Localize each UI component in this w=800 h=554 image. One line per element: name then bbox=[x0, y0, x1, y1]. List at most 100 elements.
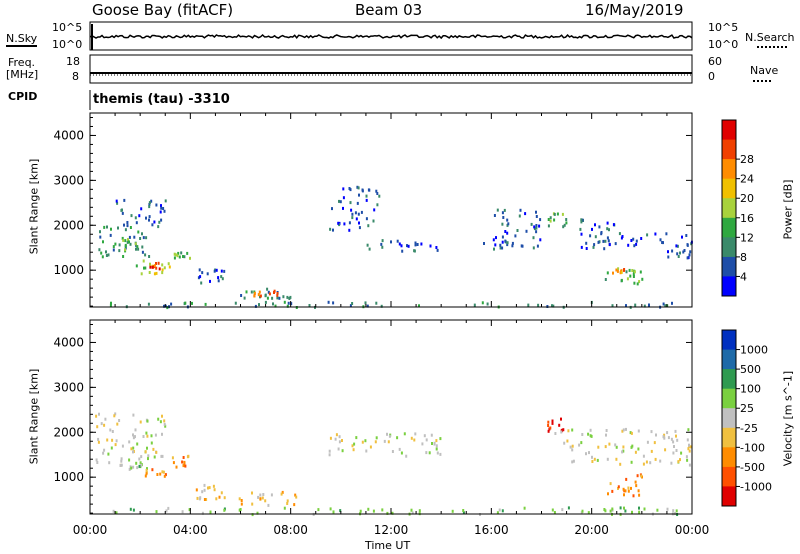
range-cell bbox=[626, 277, 629, 281]
range-cell bbox=[140, 272, 143, 276]
range-cell bbox=[386, 511, 389, 515]
range-cell bbox=[667, 250, 669, 254]
range-cell bbox=[661, 241, 664, 244]
range-cell bbox=[549, 219, 552, 223]
y-tick-label: 1000 bbox=[53, 470, 84, 484]
range-cell bbox=[501, 222, 504, 226]
range-cell bbox=[504, 230, 507, 233]
range-cell bbox=[134, 435, 136, 439]
beam-title: Beam 03 bbox=[355, 1, 423, 19]
range-cell bbox=[152, 447, 155, 451]
range-cell bbox=[257, 293, 260, 297]
range-cell bbox=[165, 509, 168, 513]
range-cell bbox=[605, 433, 607, 437]
range-cell bbox=[124, 248, 127, 252]
range-cell bbox=[359, 509, 362, 513]
range-cell bbox=[672, 451, 675, 455]
range-cell bbox=[157, 261, 160, 265]
range-cell bbox=[633, 281, 636, 285]
range-cell bbox=[182, 255, 184, 258]
range-cell bbox=[349, 188, 352, 192]
range-cell bbox=[151, 223, 154, 227]
range-cell bbox=[351, 216, 354, 220]
nave-dots bbox=[753, 80, 771, 82]
range-cell bbox=[611, 489, 614, 493]
colorbar-segment bbox=[722, 330, 736, 351]
range-cell bbox=[578, 443, 581, 447]
range-cell bbox=[209, 279, 211, 283]
range-cell bbox=[533, 225, 536, 229]
range-cell bbox=[189, 256, 191, 260]
range-cell bbox=[122, 255, 125, 258]
range-cell bbox=[109, 303, 112, 307]
range-cell bbox=[329, 436, 332, 440]
range-cell bbox=[354, 211, 357, 215]
range-cell bbox=[144, 474, 147, 478]
range-cell bbox=[383, 439, 386, 443]
range-cell bbox=[143, 266, 145, 270]
range-cell bbox=[128, 440, 131, 444]
range-cell bbox=[632, 237, 635, 241]
range-cell bbox=[670, 461, 673, 465]
range-cell bbox=[606, 457, 609, 461]
y-tick-label: 3000 bbox=[53, 173, 84, 187]
range-cell bbox=[562, 225, 565, 229]
range-cell bbox=[141, 245, 144, 249]
range-cell bbox=[150, 434, 153, 438]
range-cell bbox=[132, 413, 135, 417]
range-cell bbox=[524, 212, 527, 216]
range-cell bbox=[106, 225, 108, 229]
range-cell bbox=[163, 304, 165, 308]
range-cell bbox=[161, 454, 164, 458]
range-cell bbox=[501, 235, 504, 239]
range-cell bbox=[148, 205, 151, 209]
colorbar-tick-label: -100 bbox=[740, 441, 765, 454]
range-cell bbox=[155, 271, 158, 275]
range-cell bbox=[128, 240, 130, 244]
range-cell bbox=[381, 508, 384, 512]
range-cell bbox=[356, 201, 359, 205]
range-cell bbox=[501, 509, 504, 513]
range-cell bbox=[375, 189, 378, 193]
range-cell bbox=[281, 490, 284, 494]
range-cell bbox=[130, 214, 133, 218]
range-cell bbox=[511, 244, 514, 248]
cpid-label: CPID bbox=[8, 90, 38, 103]
range-cell bbox=[391, 511, 394, 515]
range-cell bbox=[571, 448, 574, 452]
range-cell bbox=[604, 239, 607, 243]
range-cell bbox=[148, 215, 151, 219]
range-cell bbox=[425, 438, 428, 442]
range-cell bbox=[565, 221, 568, 225]
range-cell bbox=[220, 275, 223, 279]
range-cell bbox=[593, 457, 596, 461]
power-panel-frame bbox=[89, 112, 693, 308]
range-cell bbox=[481, 301, 484, 305]
range-cell bbox=[138, 214, 141, 218]
range-cell bbox=[622, 445, 625, 449]
range-cell bbox=[503, 208, 506, 212]
nsearch-tick-bottom: 10^0 bbox=[708, 38, 739, 51]
range-cell bbox=[413, 438, 416, 442]
range-cell bbox=[99, 230, 101, 234]
y-tick-label: 4000 bbox=[53, 128, 84, 142]
range-cell bbox=[337, 221, 340, 225]
range-cell bbox=[688, 253, 691, 257]
range-cell bbox=[128, 467, 131, 471]
range-cell bbox=[142, 435, 145, 438]
range-cell bbox=[331, 207, 333, 211]
range-cell bbox=[563, 223, 566, 227]
range-cell bbox=[168, 265, 171, 269]
range-cell bbox=[295, 495, 298, 499]
range-cell bbox=[128, 235, 131, 239]
range-cell bbox=[351, 212, 354, 216]
range-cell bbox=[119, 464, 122, 467]
range-cell bbox=[675, 244, 678, 248]
range-cell bbox=[348, 228, 351, 232]
colorbar-tick-label: 24 bbox=[740, 173, 754, 186]
range-cell bbox=[501, 246, 504, 250]
range-cell bbox=[637, 489, 640, 493]
range-cell bbox=[683, 249, 686, 252]
colorbar-tick-label: 100 bbox=[740, 383, 761, 396]
range-cell bbox=[170, 302, 173, 306]
